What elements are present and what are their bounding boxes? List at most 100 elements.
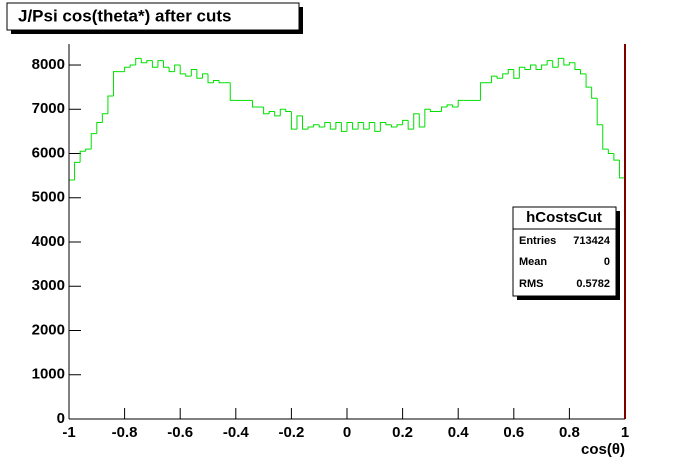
histogram-bin	[168, 67, 175, 73]
histogram-bin	[452, 104, 459, 108]
histogram-bin	[129, 64, 136, 68]
histogram-bin	[285, 109, 292, 112]
x-tick-label: -1	[62, 424, 75, 441]
y-tick-label: 2000	[32, 321, 65, 338]
histogram-bin	[552, 60, 559, 68]
histogram-bin	[574, 62, 581, 70]
histogram-bin	[340, 122, 347, 132]
histogram-bin	[163, 60, 170, 68]
histogram-bin	[274, 111, 281, 117]
histogram-bin	[402, 119, 409, 125]
histogram-bin	[135, 57, 142, 66]
histogram-bin	[157, 60, 164, 68]
histogram-bin	[179, 65, 186, 75]
x-tick-label: -0.4	[223, 424, 250, 441]
x-tick-label: 1	[621, 424, 629, 441]
histogram-bin	[74, 161, 81, 181]
histogram-bin	[290, 111, 297, 130]
histogram-bin	[457, 99, 464, 108]
histogram-bin	[101, 113, 108, 123]
histogram-bin	[541, 64, 548, 70]
stats-value: 0.5782	[576, 278, 610, 290]
y-tick-label: 6000	[32, 144, 65, 161]
x-axis-label: cos(θ)	[581, 441, 625, 458]
histogram-bin	[279, 108, 286, 116]
histogram-bin	[90, 133, 97, 150]
histogram-bin	[352, 122, 359, 130]
stats-label: RMS	[519, 278, 543, 290]
histogram-bin	[174, 64, 181, 72]
chart-title: J/Psi cos(theta*) after cuts	[18, 6, 232, 25]
x-tick-label: 0.8	[559, 424, 580, 441]
histogram-bin	[190, 68, 197, 77]
histogram-bin	[529, 64, 537, 70]
histogram-bin	[479, 82, 486, 101]
stats-label: Mean	[519, 256, 547, 268]
histogram-bin	[302, 115, 309, 130]
histogram-bin	[379, 122, 386, 132]
stats-title: hCostsCut	[526, 209, 602, 226]
histogram-bin	[229, 82, 236, 101]
histogram-bin	[346, 122, 353, 132]
y-tick-label: 5000	[32, 189, 65, 206]
histogram-bin	[146, 60, 153, 63]
x-tick-label: -0.6	[167, 424, 193, 441]
x-tick-label: -0.8	[112, 424, 138, 441]
histogram-bin	[201, 73, 208, 79]
histogram-bin	[324, 122, 331, 127]
histogram-bin	[385, 122, 392, 126]
histogram-bin	[307, 126, 314, 130]
histogram-bin	[218, 80, 225, 84]
histogram-bin	[507, 68, 514, 74]
histogram-bin	[268, 110, 275, 114]
histogram-bin	[546, 60, 553, 66]
x-tick-label: 0.4	[448, 424, 470, 441]
histogram-bin	[602, 124, 609, 150]
histogram-bin	[357, 122, 364, 130]
histogram-bin	[112, 71, 120, 96]
histogram-bin	[251, 100, 259, 108]
stats-value: 713424	[573, 235, 611, 247]
histogram-bin	[363, 122, 370, 130]
histogram-bin	[596, 98, 603, 126]
histogram-bin	[535, 65, 542, 70]
histogram-bin	[591, 87, 598, 99]
histogram-bin	[424, 108, 431, 127]
y-tick-label: 7000	[32, 100, 65, 117]
histogram-bin	[140, 58, 147, 64]
histogram-bin	[263, 107, 270, 115]
histogram-bin	[374, 122, 381, 132]
histogram-bin	[557, 57, 564, 68]
histogram-bin	[318, 124, 325, 128]
histogram-bin	[207, 73, 214, 84]
x-tick-label: 0	[343, 424, 351, 441]
histogram-bin	[613, 153, 620, 161]
stats-label: Entries	[519, 235, 556, 247]
histogram-bin	[407, 120, 414, 130]
histogram-bin	[85, 148, 92, 152]
histogram-bin	[607, 149, 614, 155]
histogram-bin	[213, 80, 220, 83]
histogram-bin	[518, 66, 525, 79]
histogram-bin	[329, 122, 336, 130]
histogram-bin	[496, 76, 503, 79]
histogram-bin	[96, 122, 103, 134]
histogram-bin	[524, 67, 531, 70]
stats-box	[512, 206, 617, 297]
histogram-bin	[396, 124, 403, 127]
histogram-bin	[196, 69, 203, 79]
histogram-bin	[107, 95, 114, 114]
title-box	[6, 2, 300, 31]
histogram-bin	[585, 73, 592, 88]
histogram-bin	[413, 113, 420, 130]
histogram-bin	[418, 113, 425, 128]
y-tick-label: 4000	[32, 233, 65, 250]
histogram-bin	[491, 75, 498, 83]
histogram-bin	[563, 58, 570, 66]
stats-value: 0	[604, 256, 610, 268]
histogram-bin	[580, 69, 587, 75]
histogram-bin	[151, 60, 158, 68]
histogram-bin	[502, 73, 509, 79]
histogram-bin	[429, 109, 436, 112]
